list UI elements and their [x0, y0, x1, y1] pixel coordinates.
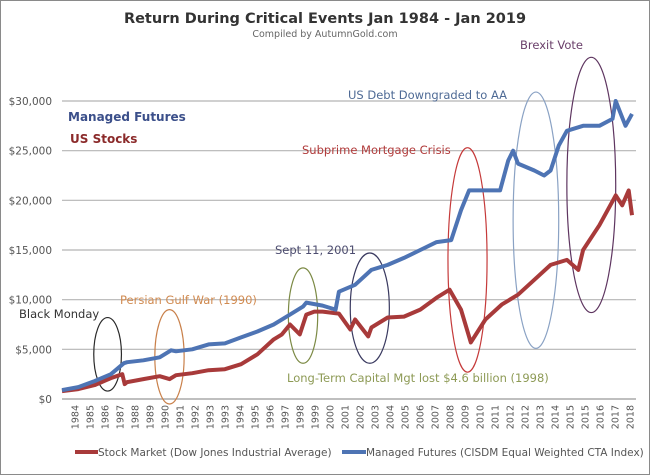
x-tick-label: 2014 [551, 405, 562, 429]
x-tick-label: 2003 [371, 405, 382, 429]
annotation-label: Long-Term Capital Mgt lost $4.6 billion … [287, 371, 549, 385]
event-ellipse [93, 316, 123, 392]
event-ellipse [512, 91, 560, 349]
series-line-managed-futures [61, 99, 634, 393]
x-tick-label: 2008 [446, 405, 457, 429]
x-tick-label: 2001 [341, 405, 352, 429]
x-tick-label: 2012 [521, 405, 532, 429]
y-tick-label: $0 [39, 394, 52, 406]
x-tick-label: 2013 [536, 405, 547, 429]
x-tick-label: 2009 [461, 405, 472, 429]
annotation-label: Brexit Vote [520, 38, 583, 52]
event-ellipse [566, 56, 617, 314]
x-tick-label: 2018 [626, 405, 637, 429]
y-tick-label: $5,000 [15, 344, 52, 356]
x-tick-label: 1992 [191, 405, 202, 429]
x-tick-label: 1999 [311, 405, 322, 429]
label-managed-futures: Managed Futures [68, 110, 186, 124]
y-tick-label: $25,000 [9, 146, 52, 158]
annotation-label: Sept 11, 2001 [275, 243, 356, 257]
x-tick-label: 1997 [281, 405, 292, 429]
label-us-stocks: US Stocks [70, 132, 137, 146]
x-tick-label: 1989 [146, 405, 157, 429]
x-tick-label: 2011 [491, 405, 502, 429]
x-tick-label: 2017 [611, 405, 622, 429]
x-tick-label: 2015 [566, 405, 577, 429]
x-tick-label: 1991 [176, 405, 187, 429]
x-tick-label: 2012 [506, 405, 517, 429]
x-tick-label: 2007 [431, 405, 442, 429]
x-tick-label: 2016 [596, 405, 607, 429]
x-tick-label: 1987 [116, 405, 127, 429]
x-tick-label: 2006 [416, 405, 427, 429]
x-tick-label: 2005 [401, 405, 412, 429]
event-ellipse [447, 147, 488, 373]
x-tick-label: 2004 [386, 405, 397, 429]
legend-label-stocks: Stock Market (Dow Jones Industrial Avera… [98, 447, 332, 459]
x-tick-label: 2010 [476, 405, 487, 429]
y-tick-label: $20,000 [9, 195, 52, 207]
legend-label-futures: Managed Futures (CISDM Equal Weighted CT… [366, 447, 644, 459]
x-tick-label: 1994 [236, 405, 247, 429]
x-tick-label: 1993 [206, 405, 217, 429]
y-tick-label: $30,000 [9, 96, 52, 108]
x-tick-label: 1986 [101, 405, 112, 429]
x-tick-label: 1993 [221, 405, 232, 429]
annotation-label: Subprime Mortgage Crisis [302, 143, 451, 157]
x-tick-label: 1996 [266, 405, 277, 429]
x-tick-label: 1990 [161, 405, 172, 429]
x-tick-label: 2000 [326, 405, 337, 429]
annotation-label: Black Monday [19, 307, 99, 321]
legend: Stock Market (Dow Jones Industrial Avera… [75, 447, 644, 459]
x-tick-label: 2002 [356, 405, 367, 429]
x-tick-label: 1984 [71, 405, 82, 429]
x-tick-label: 1985 [86, 405, 97, 429]
series-line-stocks [61, 188, 634, 394]
y-tick-label: $15,000 [9, 245, 52, 257]
event-ellipse [349, 252, 390, 364]
chart-subtitle: Compiled by AutumnGold.com [252, 29, 397, 40]
annotation-label: Persian Gulf War (1990) [120, 293, 257, 307]
y-tick-label: $10,000 [9, 295, 52, 307]
x-tick-label: 1988 [131, 405, 142, 429]
x-tick-label: 1995 [251, 405, 262, 429]
annotation-label: US Debt Downgraded to AA [348, 88, 507, 102]
x-tick-label: 1998 [296, 405, 307, 429]
x-tick-label: 2015 [581, 405, 592, 429]
chart-title: Return During Critical Events Jan 1984 -… [124, 11, 526, 27]
